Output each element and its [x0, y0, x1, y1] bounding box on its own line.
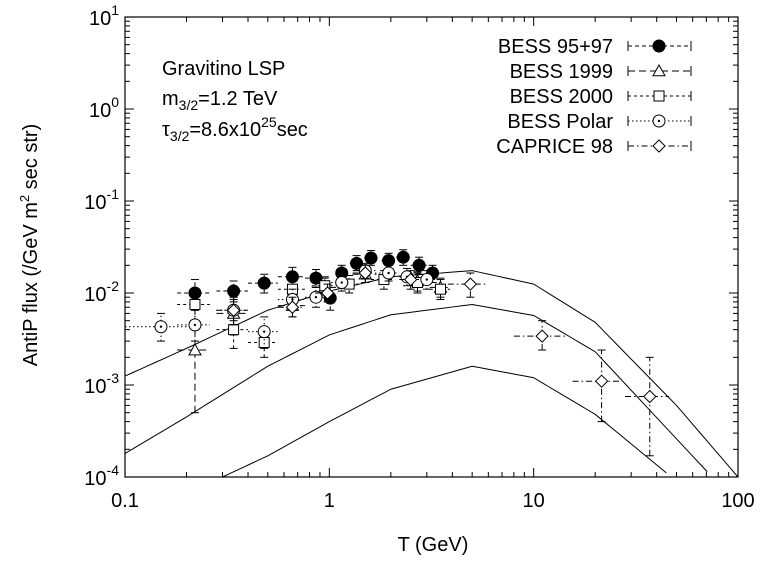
series-2: [177, 265, 451, 414]
marker: [228, 324, 240, 336]
marker: [188, 286, 202, 300]
data-point: [248, 273, 278, 294]
legend-label: CAPRICE 98: [496, 136, 613, 158]
marker: [396, 250, 410, 264]
legend-marker: [652, 139, 666, 153]
x-tick-label: 0.1: [111, 490, 139, 512]
axis-ticks: 0.1 1 10 100 10-4 10-3 10-2 10-1 100 101: [84, 2, 754, 512]
y-tick-label: 10-4: [84, 462, 119, 490]
legend-marker: [652, 63, 666, 77]
marker: [643, 389, 657, 404]
x-tick-label: 10: [523, 490, 545, 512]
data-point: [314, 283, 338, 303]
data-point: [177, 309, 210, 414]
x-tick-label: 100: [721, 490, 754, 512]
data-point: [625, 356, 670, 457]
legend: BESS 95+97 BESS 1999 BESS 2000 BESS Polar CA…: [496, 36, 692, 158]
marker: [285, 300, 300, 314]
marker: [535, 329, 549, 343]
y-tick-label: 101: [89, 2, 119, 30]
data-point: [410, 256, 427, 275]
marker: [257, 325, 271, 339]
model-curve-1: [124, 270, 739, 478]
data-point: [429, 279, 451, 300]
data-points: [125, 249, 670, 457]
data-point: [352, 264, 377, 284]
data-point: [277, 296, 305, 318]
data-point: [248, 316, 278, 349]
model-annotation: Gravitino LSP m3/2=1.2 TeV τ3/2=8.6x1025…: [162, 58, 308, 144]
data-point: [378, 264, 398, 282]
legend-marker: [652, 39, 666, 53]
plot-frame: [124, 16, 739, 478]
x-axis-label: T (GeV): [398, 534, 469, 556]
data-point: [513, 320, 567, 351]
series-5: [216, 264, 670, 457]
legend-label: BESS 1999: [510, 61, 613, 83]
y-tick-label: 10-1: [84, 186, 119, 214]
marker: [364, 251, 378, 265]
model-curve-2: [124, 303, 708, 473]
annotation-line-2: m3/2=1.2 TeV: [162, 88, 278, 113]
plot-area: [124, 16, 739, 478]
marker: [188, 318, 202, 332]
annotation-line-3: τ3/2=8.6x1025sec: [162, 114, 308, 144]
data-point: [349, 255, 364, 272]
data-point: [396, 249, 410, 266]
data-point: [216, 280, 249, 303]
marker: [226, 303, 241, 317]
legend-label: BESS 95+97: [498, 36, 613, 58]
model-curves: [124, 270, 739, 478]
marker: [435, 283, 447, 295]
data-point: [399, 270, 421, 290]
legend-entry: BESS 95+97: [498, 36, 692, 58]
data-point: [177, 309, 210, 342]
marker: [320, 286, 335, 300]
data-point: [447, 272, 489, 298]
marker: [382, 266, 396, 280]
legend-label: BESS 2000: [510, 86, 613, 108]
legend-entry: BESS 2000: [510, 86, 692, 108]
y-tick-label: 100: [89, 94, 119, 122]
legend-marker: [653, 90, 665, 102]
marker: [403, 272, 418, 287]
marker: [335, 276, 349, 290]
marker: [309, 290, 323, 304]
x-tick-label: 1: [324, 490, 335, 512]
data-point: [304, 286, 326, 308]
data-point: [125, 312, 187, 342]
data-point: [331, 273, 352, 292]
legend-entry: BESS 1999: [510, 61, 692, 83]
marker: [154, 320, 168, 334]
y-tick-label: 10-2: [84, 278, 119, 306]
data-point: [216, 298, 249, 322]
marker: [463, 277, 478, 291]
marker: [257, 276, 271, 290]
legend-entry: BESS Polar: [507, 111, 692, 133]
marker: [412, 258, 426, 272]
data-point: [572, 349, 622, 423]
marker: [594, 374, 609, 388]
model-curve-3: [222, 365, 667, 478]
marker: [227, 284, 241, 298]
marker: [188, 342, 202, 356]
annotation-line-1: Gravitino LSP: [162, 58, 285, 80]
marker: [358, 266, 373, 280]
legend-entry: CAPRICE 98: [496, 136, 692, 158]
marker: [382, 254, 396, 268]
legend-marker: [652, 114, 666, 128]
marker: [189, 298, 201, 310]
legend-label: BESS Polar: [507, 111, 613, 133]
data-point: [417, 270, 436, 290]
y-axis-label: AntiP flux (/GeV m2 sec str): [17, 124, 42, 367]
data-point: [364, 249, 378, 266]
marker: [420, 273, 434, 287]
y-tick-label: 10-3: [84, 370, 119, 398]
data-point: [381, 252, 396, 269]
data-point: [277, 266, 305, 287]
